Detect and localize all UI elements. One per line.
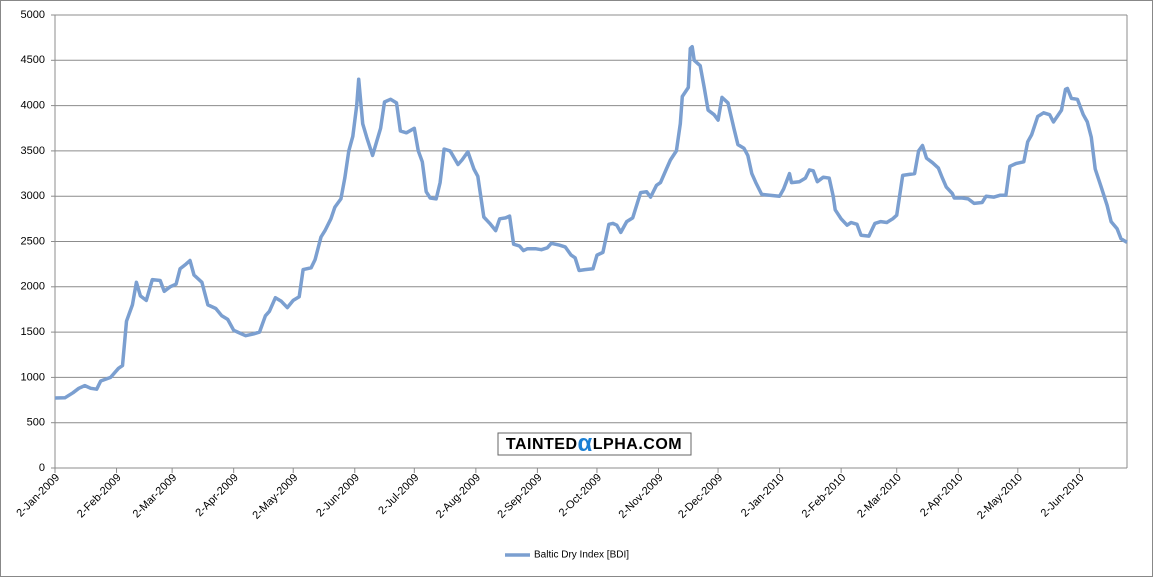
y-tick-label: 500 [27,417,45,429]
watermark-part: TAINTED [506,436,578,453]
y-tick-label: 4000 [21,100,45,112]
y-tick-label: 5000 [21,9,45,21]
data-line [54,44,1128,400]
y-tick-label: 1500 [21,326,45,338]
watermark: TAINTEDαLPHA.COM [497,430,692,457]
y-tick-label: 4500 [21,54,45,66]
y-tick-label: 2500 [21,235,45,247]
y-tick-label: 0 [39,462,45,474]
watermark-text: TAINTEDαLPHA.COM [506,430,682,457]
watermark-part: LPHA.COM [593,436,682,453]
y-tick-label: 3500 [21,145,45,157]
y-tick-label: 1000 [21,371,45,383]
legend-label: Baltic Dry Index [BDI] [534,550,629,561]
y-tick-label: 3000 [21,190,45,202]
y-tick-label: 2000 [21,281,45,293]
watermark-box [497,432,692,456]
watermark-part: α [578,430,593,457]
